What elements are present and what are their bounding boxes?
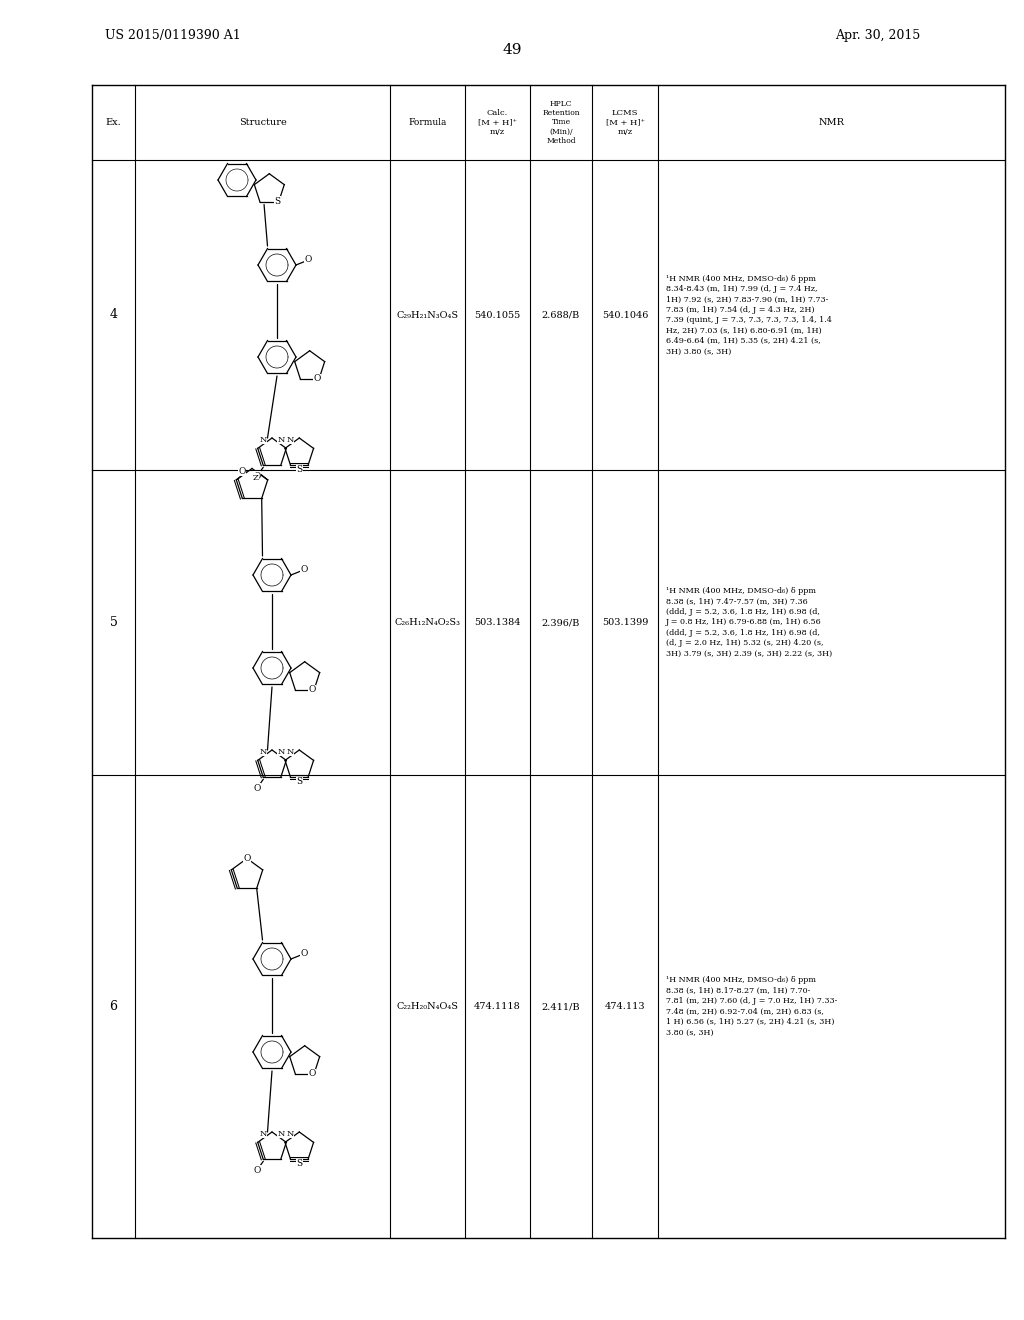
- Text: C₂₉H₂₁N₃O₄S: C₂₉H₂₁N₃O₄S: [396, 310, 459, 319]
- Text: US 2015/0119390 A1: US 2015/0119390 A1: [105, 29, 241, 41]
- Text: O: O: [300, 949, 307, 958]
- Text: 474.1118: 474.1118: [474, 1002, 521, 1011]
- Text: N: N: [278, 748, 285, 756]
- Text: N: N: [259, 436, 266, 444]
- Text: N: N: [287, 1130, 294, 1138]
- Text: ¹H NMR (400 MHz, DMSO-d₆) δ ppm
8.34-8.43 (m, 1H) 7.99 (d, J = 7.4 Hz,
1H) 7.92 : ¹H NMR (400 MHz, DMSO-d₆) δ ppm 8.34-8.4…: [666, 275, 831, 355]
- Text: O: O: [244, 854, 251, 863]
- Text: N: N: [278, 436, 285, 444]
- Text: Structure: Structure: [239, 117, 287, 127]
- Text: Apr. 30, 2015: Apr. 30, 2015: [835, 29, 920, 41]
- Text: HPLC
Retention
Time
(Min)/
Method: HPLC Retention Time (Min)/ Method: [542, 100, 580, 145]
- Text: 474.113: 474.113: [605, 1002, 645, 1011]
- Text: N: N: [259, 748, 266, 756]
- Text: N: N: [287, 748, 294, 756]
- Text: O: O: [313, 375, 321, 383]
- Text: Calc.
[M + H]⁺
m/z: Calc. [M + H]⁺ m/z: [478, 110, 517, 136]
- Text: N: N: [259, 1130, 266, 1138]
- Text: Ex.: Ex.: [105, 117, 122, 127]
- Text: 503.1399: 503.1399: [602, 618, 648, 627]
- Text: LCMS
[M + H]⁺
m/z: LCMS [M + H]⁺ m/z: [605, 110, 644, 136]
- Text: 4: 4: [110, 309, 118, 322]
- Text: S: S: [274, 197, 281, 206]
- Text: C₂₆H₁₂N₄O₂S₃: C₂₆H₁₂N₄O₂S₃: [394, 618, 461, 627]
- Text: S: S: [296, 1159, 302, 1168]
- Text: S: S: [296, 465, 302, 474]
- Text: 540.1055: 540.1055: [474, 310, 520, 319]
- Text: O: O: [308, 1069, 315, 1078]
- Text: C₂₂H₂₀N₄O₄S: C₂₂H₂₀N₄O₄S: [396, 1002, 459, 1011]
- Text: ¹H NMR (400 MHz, DMSO-d₆) δ ppm
8.38 (s, 1H) 8.17-8.27 (m, 1H) 7.70-
7.81 (m, 2H: ¹H NMR (400 MHz, DMSO-d₆) δ ppm 8.38 (s,…: [666, 977, 838, 1036]
- Text: NMR: NMR: [818, 117, 845, 127]
- Text: 2.396/B: 2.396/B: [542, 618, 581, 627]
- Text: 49: 49: [502, 44, 522, 57]
- Text: O: O: [300, 565, 307, 574]
- Text: 2.688/B: 2.688/B: [542, 310, 581, 319]
- Text: N: N: [278, 1130, 285, 1138]
- Text: 540.1046: 540.1046: [602, 310, 648, 319]
- Text: 2.411/B: 2.411/B: [542, 1002, 581, 1011]
- Text: N: N: [287, 436, 294, 444]
- Text: S: S: [296, 777, 302, 785]
- Text: ¹H NMR (400 MHz, DMSO-d₆) δ ppm
8.38 (s, 1H) 7.47-7.57 (m, 3H) 7.36
(ddd, J = 5.: ¹H NMR (400 MHz, DMSO-d₆) δ ppm 8.38 (s,…: [666, 587, 833, 657]
- Text: 6: 6: [110, 1001, 118, 1012]
- Text: Z: Z: [253, 474, 259, 482]
- Text: O: O: [253, 1166, 261, 1175]
- Text: O: O: [239, 467, 246, 477]
- Text: O: O: [253, 784, 261, 793]
- Text: O: O: [308, 685, 315, 694]
- Text: O: O: [253, 471, 261, 480]
- Text: O: O: [304, 255, 311, 264]
- Text: 503.1384: 503.1384: [474, 618, 521, 627]
- Text: Formula: Formula: [409, 117, 446, 127]
- Text: 5: 5: [110, 616, 118, 630]
